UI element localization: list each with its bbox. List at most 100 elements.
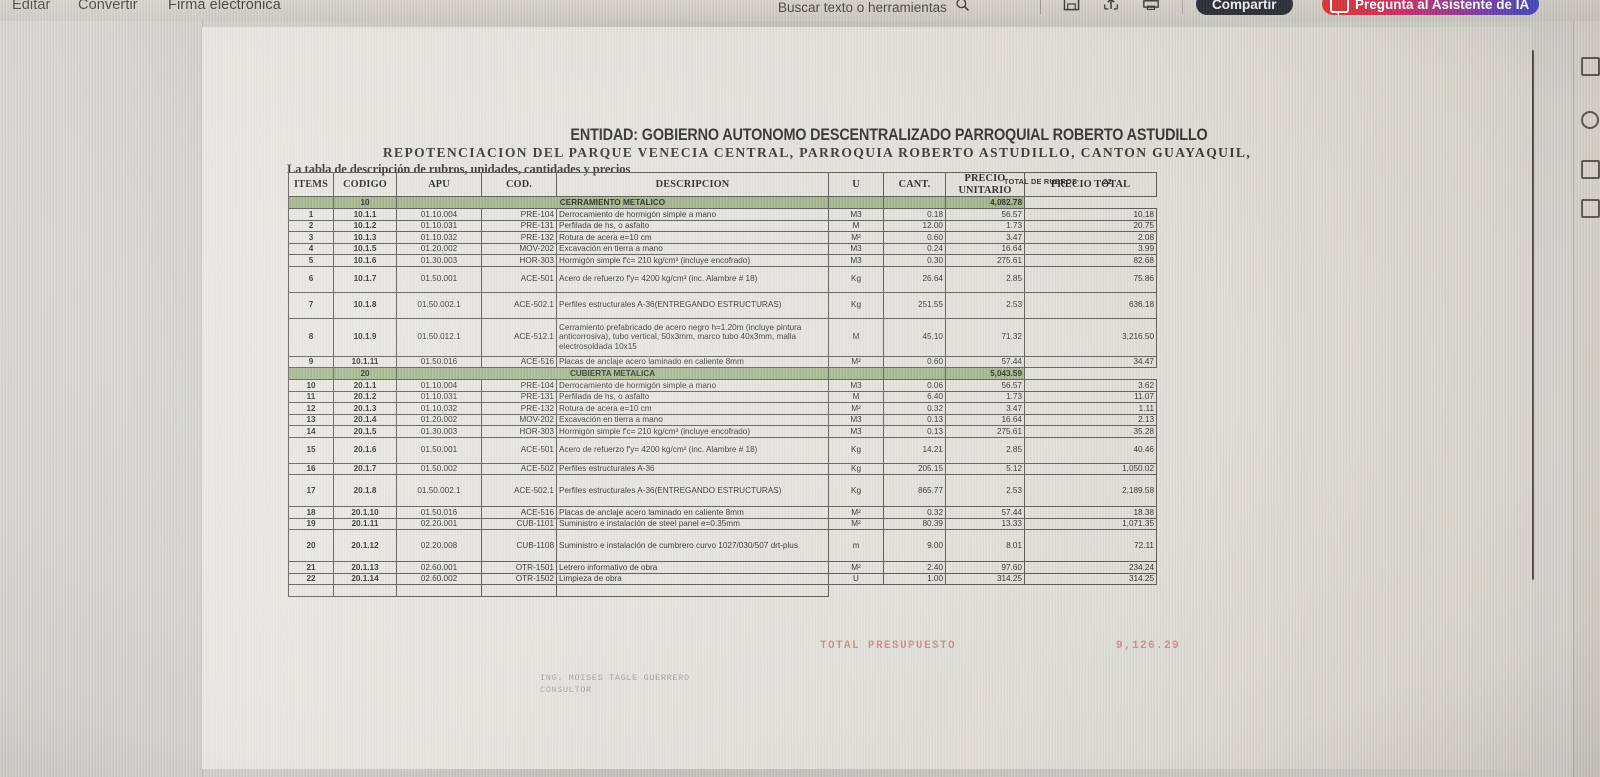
cell-cod: HOR-303	[481, 425, 557, 438]
cell-u: M	[828, 317, 884, 357]
cell-cod: ACE-502	[481, 462, 557, 476]
scrollbar-thumb[interactable]	[1532, 50, 1534, 580]
cell-pt: 3.99	[1024, 242, 1157, 256]
cell-cant: 0.18	[883, 208, 946, 221]
cell-pt: 10.18	[1024, 208, 1157, 221]
cell-u: M²	[828, 506, 884, 519]
cell-pu: 3.47	[945, 231, 1025, 244]
group-blank-2	[828, 196, 884, 210]
cell-pt: 72.11	[1024, 529, 1157, 563]
cell-apu: 02.20.001	[396, 517, 482, 531]
cell-pt: 1,050.02	[1024, 462, 1157, 476]
col-precio-unitario-l1: PRECIO	[964, 173, 1006, 184]
cell-cod: PRE-104	[481, 208, 557, 221]
cell-desc: Rotura de acera e=10 cm	[556, 402, 829, 415]
cell-codigo: 20.1.7	[333, 462, 397, 476]
cell-codigo: 10.1.6	[333, 254, 397, 267]
table-row: 12 20.1.3 01.10.032 PRE-132 Rotura de acera …	[288, 402, 1157, 415]
cell-apu: 01.50.016	[396, 355, 482, 369]
cell-u: Kg	[828, 436, 884, 464]
col-apu: APU	[396, 171, 482, 198]
group-number: 10	[333, 196, 397, 210]
cell-item: 19	[288, 517, 334, 531]
cell-codigo: 10.1.1	[333, 208, 397, 221]
total-presupuesto-value: 9,126.29	[1115, 640, 1180, 652]
cell-codigo: 20.1.14	[333, 572, 397, 586]
cell-apu: 01.50.002	[396, 462, 482, 476]
search-box[interactable]: Buscar texto o herramientas	[778, 0, 970, 17]
cell-u: M3	[828, 425, 884, 438]
cell-u: M	[828, 219, 884, 233]
search-input[interactable]: Buscar texto o herramientas	[778, 0, 947, 15]
cell-codigo: 10.1.8	[333, 291, 397, 319]
cell-pu: 2.53	[945, 291, 1025, 319]
save-icon[interactable]	[1063, 0, 1080, 16]
cell-pt: 314.25	[1024, 572, 1157, 586]
share-icon[interactable]	[1102, 0, 1120, 16]
cell-cant: 14.21	[883, 436, 946, 464]
search-icon[interactable]	[955, 0, 970, 17]
cell-item: 3	[288, 231, 334, 244]
cell-pu: 16.64	[945, 242, 1025, 256]
edit-icon[interactable]	[1581, 199, 1600, 218]
table-header: ITEMS CODIGO APU COD. DESCRIPCION U CANT…	[288, 171, 1157, 198]
share-button[interactable]: Compartir	[1196, 0, 1293, 15]
group-blank	[288, 196, 334, 210]
page-thumbnail-icon[interactable]	[1581, 57, 1600, 76]
cell-cant: 80.39	[883, 517, 946, 531]
comment-icon[interactable]	[1581, 111, 1599, 129]
col-cod: COD.	[481, 171, 557, 198]
cell-desc: Perfiles estructurales A-36(ENTREGANDO E…	[556, 474, 829, 508]
table-group-row: 10 CERRAMIENTO METALICO 4,082.78	[288, 196, 1157, 210]
cell-pu: 2.53	[945, 474, 1025, 508]
table-row: 19 20.1.11 02.20.001 CUB-1101 Suministro e i…	[288, 517, 1157, 531]
cell-u: M²	[828, 231, 884, 244]
cell-u: Kg	[828, 474, 884, 508]
cell-cod: HOR-303	[481, 254, 557, 267]
cell-desc: Perfiles estructurales A-36(ENTREGANDO E…	[556, 291, 829, 319]
menu-editar[interactable]: Editar	[12, 0, 51, 13]
table-row: 7 10.1.8 01.50.002.1 ACE-502.1 Perfiles estr…	[288, 291, 1157, 319]
table-row: 5 10.1.6 01.30.003 HOR-303 Hormigón simple f…	[288, 254, 1157, 267]
cell-apu: 01.50.001	[396, 265, 482, 293]
cell-apu: 01.30.003	[396, 254, 482, 267]
menu-convertir[interactable]: Convertir	[78, 0, 138, 13]
cell-cod: ACE-502.1	[481, 291, 557, 319]
cell-desc: Limpieza de obra	[556, 572, 829, 586]
col-codigo: CODIGO	[333, 171, 397, 198]
document-viewport[interactable]: ENTIDAD: GOBIERNO AUTONOMO DESCENTRALIZA…	[0, 21, 1600, 777]
signature-name: ING. MOISES TAGLE GUERRERO	[540, 673, 690, 683]
cell-u: M²	[828, 402, 884, 415]
cell-u: M3	[828, 413, 884, 427]
cell-codigo: 20.1.4	[333, 413, 397, 427]
toolbar-divider-2	[1182, 0, 1183, 14]
cell-codigo: 10.1.5	[333, 242, 397, 256]
table-group-row: 20 CUBIERTA METALICA 5,043.59	[288, 367, 1157, 381]
cell-pt: 11.07	[1024, 390, 1157, 404]
signature-block: ING. MOISES TAGLE GUERRERO CONSULTOR	[540, 673, 690, 696]
group-blank-2	[828, 367, 884, 381]
col-items: ITEMS	[288, 171, 334, 198]
vertical-scrollbar[interactable]	[1528, 24, 1537, 774]
menu-firma-electronica[interactable]: Firma electrónica	[168, 0, 281, 13]
col-precio-unitario: PRECIO UNITARIO	[945, 171, 1025, 198]
cell-pt: 35.28	[1024, 425, 1157, 438]
cell-cant: 0.13	[883, 413, 946, 427]
budget-table: ITEMS CODIGO APU COD. DESCRIPCION U CANT…	[288, 171, 1157, 597]
cell-cod: PRE-131	[481, 219, 557, 233]
cell-codigo: 20.1.3	[333, 402, 397, 415]
cell-cod: CUB-1108	[481, 529, 557, 563]
col-precio-unitario-l2: UNITARIO	[958, 184, 1012, 196]
cell-pu: 57.44	[945, 506, 1025, 519]
cell-item: 12	[288, 402, 334, 415]
cell-desc: Derrocamiento de hormigón simple a mano	[556, 379, 829, 392]
ai-assistant-button[interactable]: Pregunta al Asistente de IA	[1322, 0, 1540, 16]
print-icon[interactable]	[1142, 0, 1160, 16]
cell-desc: Excavación en tierra a mano	[556, 242, 829, 256]
export-icon[interactable]	[1581, 160, 1600, 179]
cell-item: 20	[288, 529, 334, 563]
cell-apu: 01.50.016	[396, 506, 482, 519]
cell-desc: Suministro e instalación de cumbrero cur…	[556, 529, 829, 563]
cell-cant: 251.55	[883, 291, 946, 319]
cell-cod: ACE-512.1	[481, 317, 557, 357]
